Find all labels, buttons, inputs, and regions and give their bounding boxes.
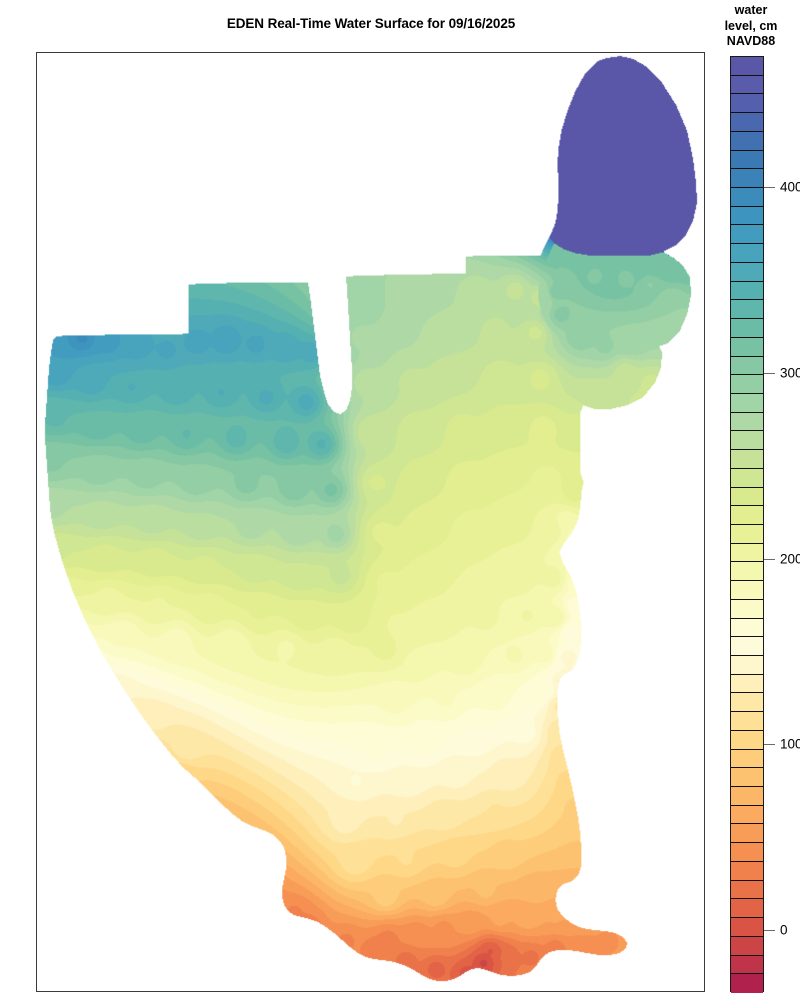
colorbar-band [731, 356, 763, 376]
map-plot-panel [36, 52, 705, 992]
colorbar-band [731, 787, 763, 806]
colorbar-title-line-2: level, cm [724, 18, 778, 33]
colorbar-band [731, 712, 763, 731]
colorbar-band [731, 487, 763, 507]
colorbar-band [731, 599, 763, 619]
colorbar-band [731, 337, 763, 357]
colorbar-band [731, 169, 763, 189]
colorbar-band [731, 206, 763, 226]
colorbar-band [731, 150, 763, 170]
colorbar-band [731, 918, 763, 937]
colorbar-band [731, 244, 763, 263]
colorbar-band [731, 393, 763, 413]
colorbar-gradient [730, 56, 764, 993]
colorbar-band [731, 57, 763, 76]
colorbar-tick-label: 100 [780, 736, 800, 752]
colorbar-band [731, 300, 763, 320]
colorbar-tick [764, 558, 775, 560]
colorbar-band [731, 730, 763, 750]
colorbar-band [731, 412, 763, 432]
colorbar-legend: water level, cm NAVD88 400 300 200 100 0 [712, 0, 800, 1000]
colorbar-band [731, 637, 763, 656]
colorbar-band [731, 974, 763, 993]
colorbar-band [731, 468, 763, 488]
colorbar-tick-label: 400 [780, 179, 800, 195]
colorbar-tick [764, 744, 775, 746]
colorbar-band [731, 936, 763, 956]
colorbar-band [731, 562, 763, 582]
colorbar-band [731, 768, 763, 788]
colorbar-band [731, 581, 763, 600]
colorbar-band [731, 674, 763, 694]
colorbar-band [731, 225, 763, 245]
water-surface-heatmap [37, 53, 704, 991]
colorbar-band [731, 524, 763, 544]
colorbar-tick [764, 187, 775, 188]
colorbar-title-line-3: NAVD88 [726, 34, 776, 48]
colorbar-band [731, 375, 763, 394]
colorbar-band [731, 188, 763, 207]
colorbar-band [731, 749, 763, 769]
colorbar-band [731, 693, 763, 713]
colorbar-band [731, 843, 763, 862]
colorbar-tick-label: 0 [780, 922, 788, 938]
colorbar-band [731, 880, 763, 900]
colorbar-band [731, 262, 763, 282]
colorbar-tick-label: 200 [780, 551, 800, 566]
colorbar-band [731, 543, 763, 563]
colorbar-band [731, 506, 763, 525]
colorbar-band [731, 450, 763, 469]
colorbar-band [731, 131, 763, 151]
colorbar-band [731, 861, 763, 881]
colorbar-tick [764, 372, 775, 374]
colorbar-tick-label: 300 [780, 365, 800, 381]
colorbar-band [731, 899, 763, 919]
colorbar-title: water level, cm NAVD88 [712, 3, 790, 50]
page-title: EDEN Real-Time Water Surface for 09/16/2… [226, 16, 516, 31]
colorbar-band [731, 75, 763, 95]
colorbar-band [731, 431, 763, 451]
colorbar-band [731, 955, 763, 975]
colorbar-band [731, 113, 763, 132]
colorbar-band [731, 319, 763, 338]
colorbar-band [731, 94, 763, 114]
colorbar-band [731, 281, 763, 301]
colorbar-band [731, 656, 763, 675]
colorbar-tick [764, 930, 775, 931]
colorbar-band [731, 824, 763, 844]
colorbar-band [731, 618, 763, 638]
colorbar-wrap: 400 300 200 100 0 [730, 56, 800, 993]
colorbar-band [731, 805, 763, 825]
colorbar-title-line-1: water [734, 3, 768, 17]
